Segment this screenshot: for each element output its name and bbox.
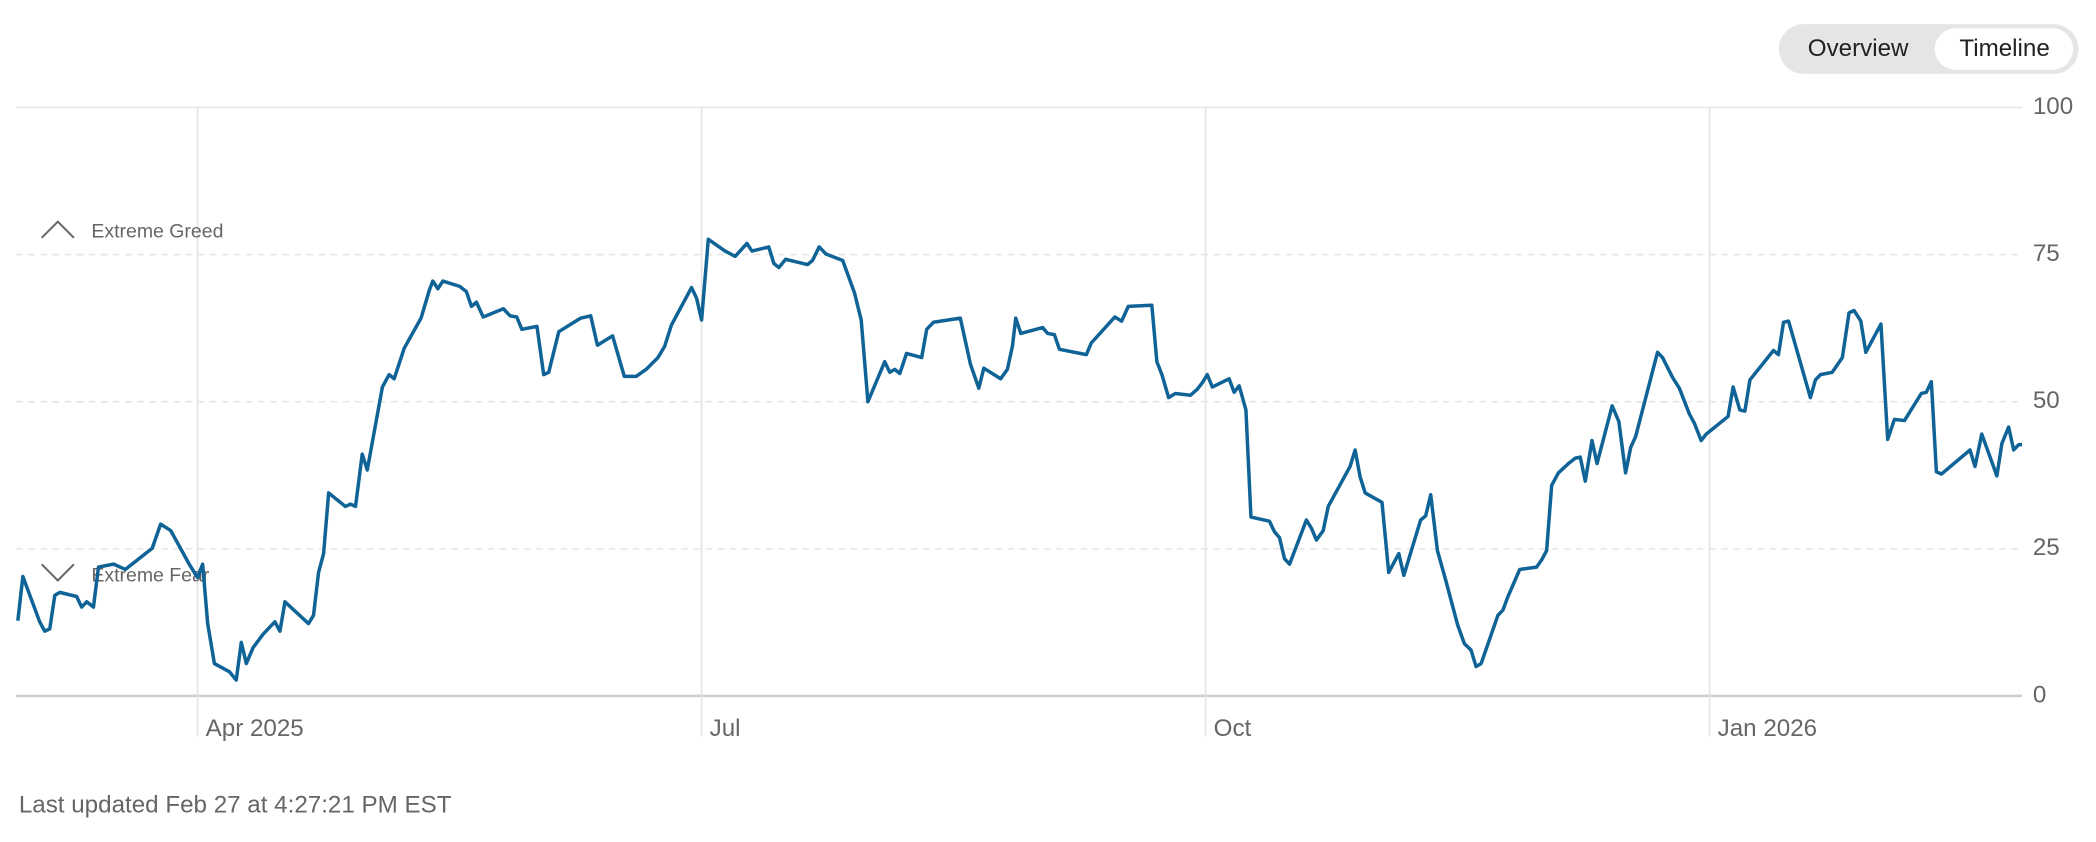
y-tick-label: 100: [2033, 93, 2073, 120]
annotation: Extreme Fear: [91, 565, 209, 587]
y-tick-label: 25: [2033, 534, 2060, 561]
annotation: Extreme Greed: [91, 221, 223, 243]
last-updated: Last updated Feb 27 at 4:27:21 PM EST: [19, 792, 452, 819]
x-tick-label: Jul: [710, 715, 741, 742]
y-tick-label: 75: [2033, 240, 2060, 267]
overview-button[interactable]: Overview: [1808, 35, 1909, 62]
y-tick-label: 0: [2033, 681, 2046, 708]
grid: [16, 106, 2023, 737]
index-line: [16, 237, 2023, 682]
x-tick-label: Apr 2025: [206, 715, 304, 742]
toggle-selected: [1934, 28, 2074, 70]
timeline-button[interactable]: Timeline: [1959, 35, 2049, 62]
greed-chevron: [40, 220, 75, 239]
y-tick-label: 50: [2033, 387, 2060, 414]
x-tick-label: Oct: [1214, 715, 1252, 742]
view-toggle: Overview Timeline: [1778, 24, 2079, 74]
fear-chevron: [40, 563, 75, 582]
x-tick-label: Jan 2026: [1718, 715, 1817, 742]
